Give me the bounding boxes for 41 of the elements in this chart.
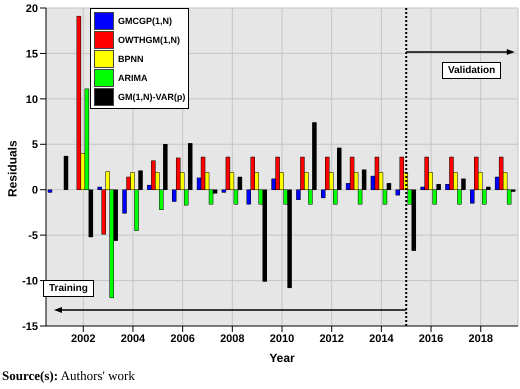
bar	[151, 160, 156, 190]
y-tick-label: -5	[28, 230, 38, 242]
bar	[287, 189, 292, 288]
legend-label: OWTHGM(1,N)	[118, 34, 180, 44]
legend-label: GMCGP(1,N)	[118, 16, 172, 26]
y-tick-label: 10	[26, 94, 38, 106]
bar	[424, 156, 429, 190]
bar	[64, 156, 68, 190]
bar	[498, 156, 504, 190]
x-tick-label: 2002	[71, 332, 96, 345]
x-tick-label: 2012	[319, 332, 344, 345]
bar	[449, 156, 454, 190]
bar	[262, 189, 267, 282]
x-tick-label: 2016	[418, 332, 444, 345]
y-axis-title: Residuals	[5, 140, 20, 197]
y-tick-label: 5	[32, 139, 38, 152]
x-axis-title: Year	[269, 351, 296, 365]
bar	[76, 16, 82, 190]
legend-label: ARIMA	[118, 72, 148, 82]
source-note: Source(s): Authors' work	[2, 368, 135, 384]
bar	[200, 156, 206, 190]
y-tick-label: 20	[26, 2, 38, 15]
x-tick-label: 2006	[170, 332, 195, 345]
x-tick-label: 2010	[270, 332, 294, 345]
x-tick-label: 2008	[220, 332, 245, 345]
x-tick-label: 2018	[468, 332, 493, 345]
bar	[275, 156, 280, 190]
annotation: Training	[43, 280, 94, 297]
x-tick-label: 2004	[120, 332, 146, 345]
bar	[226, 156, 230, 190]
y-tick-label: 0	[32, 184, 38, 197]
y-tick-label: -15	[22, 320, 38, 333]
y-tick-label: 15	[26, 48, 38, 60]
x-tick-label: 2014	[369, 332, 394, 345]
bar	[350, 156, 354, 190]
y-tick-label: -10	[22, 275, 38, 288]
annotation: Validation	[442, 62, 502, 79]
bar	[374, 156, 380, 190]
legend-label: GM(1,N)-VAR(p)	[118, 92, 186, 102]
bar	[412, 189, 416, 251]
legend-label: BPNN	[118, 54, 144, 64]
